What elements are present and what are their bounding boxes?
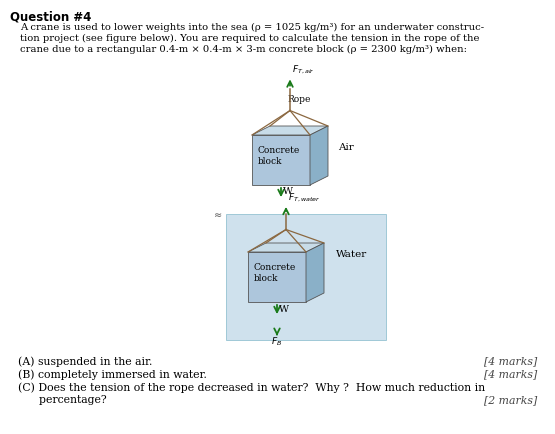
Text: Concrete
block: Concrete block bbox=[258, 146, 300, 166]
Bar bbox=[226, 214, 386, 340]
Text: A crane is used to lower weights into the sea (ρ = 1025 kg/m³) for an underwater: A crane is used to lower weights into th… bbox=[20, 23, 484, 32]
Text: Concrete
block: Concrete block bbox=[254, 263, 296, 283]
Text: $F_{T, air}$: $F_{T, air}$ bbox=[292, 64, 315, 76]
Bar bbox=[252, 135, 310, 185]
Polygon shape bbox=[252, 126, 328, 135]
Text: $F_{T, water}$: $F_{T, water}$ bbox=[288, 192, 321, 204]
Text: W: W bbox=[283, 187, 293, 197]
Text: crane due to a rectangular 0.4-m × 0.4-m × 3-m concrete block (ρ = 2300 kg/m³) w: crane due to a rectangular 0.4-m × 0.4-m… bbox=[20, 45, 467, 54]
Text: [4 marks]: [4 marks] bbox=[484, 356, 537, 366]
Text: (C) Does the tension of the rope decreased in water?  Why ?  How much reduction : (C) Does the tension of the rope decreas… bbox=[18, 382, 485, 393]
Text: (B) completely immersed in water.: (B) completely immersed in water. bbox=[18, 369, 207, 380]
Text: [4 marks]: [4 marks] bbox=[484, 369, 537, 379]
Polygon shape bbox=[310, 126, 328, 185]
Polygon shape bbox=[248, 243, 324, 252]
Text: percentage?: percentage? bbox=[18, 395, 107, 405]
Bar bbox=[248, 252, 306, 302]
Text: Question #4: Question #4 bbox=[10, 10, 92, 23]
Text: (A) suspended in the air.: (A) suspended in the air. bbox=[18, 356, 153, 367]
Text: Rope: Rope bbox=[287, 95, 310, 103]
Polygon shape bbox=[306, 243, 324, 302]
Text: tion project (see figure below). You are required to calculate the tension in th: tion project (see figure below). You are… bbox=[20, 34, 480, 43]
Text: [2 marks]: [2 marks] bbox=[484, 395, 537, 405]
Text: $F_B$: $F_B$ bbox=[271, 336, 282, 349]
Text: W: W bbox=[279, 305, 289, 313]
Text: Water: Water bbox=[336, 250, 367, 259]
Text: ≈: ≈ bbox=[214, 210, 222, 220]
Text: Air: Air bbox=[338, 143, 354, 152]
